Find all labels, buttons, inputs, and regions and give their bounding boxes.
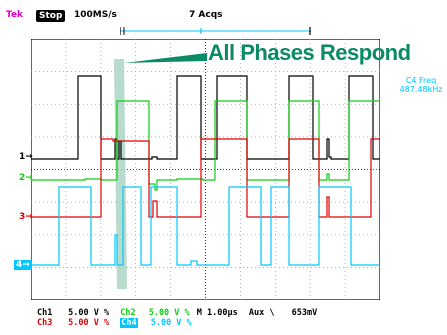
- callout-pointer: [124, 53, 207, 63]
- run-stop-badge[interactable]: Stop: [36, 10, 66, 22]
- ch4-scale: 5.00 V: [150, 318, 182, 328]
- graticule-axes: [31, 39, 380, 300]
- measurement-value: 487.48kHz: [399, 85, 443, 94]
- ch3-scale: 5.00 V: [68, 318, 99, 328]
- acquisition-count: 7 Acqs: [189, 10, 223, 20]
- trigger-level[interactable]: 653mV: [291, 308, 318, 318]
- status-bar: Tek Stop 100MS/s 7 Acqs: [0, 0, 447, 38]
- sample-rate: 100MS/s: [74, 10, 117, 20]
- ch2-scale: 5.00 V: [148, 308, 180, 318]
- ch1-ground-marker[interactable]: 1→: [19, 152, 33, 162]
- ch1-scale: 5.00 V: [68, 308, 99, 318]
- trigger-slope-icon: \: [269, 308, 275, 318]
- ch4-coupling-icon: %: [186, 318, 192, 328]
- ch4-ground-marker[interactable]: 4→: [14, 260, 32, 270]
- record-view-bar: [120, 27, 311, 35]
- trigger-source[interactable]: Aux: [248, 308, 265, 318]
- readout-row-2: Ch3 5.00 V % Ch4 5.00 V %: [37, 318, 192, 328]
- readout-row-1: Ch1 5.00 V % Ch2 5.00 V % M 1.00µs Aux \…: [37, 308, 317, 318]
- brand-label: Tek: [6, 10, 24, 20]
- ch1-coupling-icon: %: [103, 308, 110, 318]
- channel-readout: Ch1 5.00 V % Ch2 5.00 V % M 1.00µs Aux \…: [0, 308, 447, 335]
- ch3-waveform: [31, 138, 380, 218]
- ch3-name[interactable]: Ch3: [37, 318, 53, 328]
- ch1-name[interactable]: Ch1: [37, 308, 53, 318]
- ch4-waveform: [31, 186, 380, 266]
- ch3-coupling-icon: %: [103, 318, 110, 328]
- waveform-display: [31, 39, 380, 300]
- ch2-waveform: [31, 100, 380, 191]
- ch2-ground-marker[interactable]: 2→: [19, 173, 33, 183]
- timebase[interactable]: M 1.00µs: [196, 308, 238, 318]
- callout-label: All Phases Respond: [208, 40, 411, 65]
- ch4-name[interactable]: Ch4: [120, 318, 138, 328]
- measurement-label: C4 Freq: [405, 76, 437, 85]
- ch2-name[interactable]: Ch2: [120, 308, 136, 318]
- ch2-coupling-icon: %: [184, 308, 190, 318]
- ch3-ground-marker[interactable]: 3→: [19, 212, 33, 222]
